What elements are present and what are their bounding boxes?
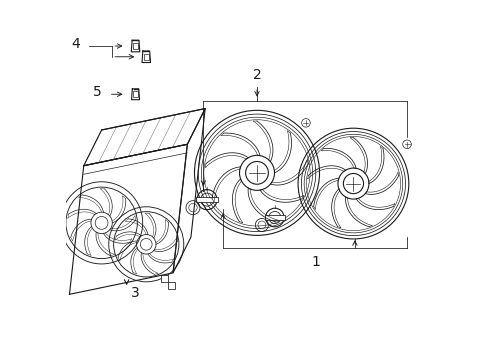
Bar	[196, 197, 218, 202]
Bar	[264, 215, 285, 220]
Text: 4: 4	[71, 37, 80, 51]
Bar	[143, 54, 148, 60]
Text: 5: 5	[93, 85, 102, 99]
Bar	[133, 43, 138, 49]
Bar	[133, 91, 138, 97]
Text: 2: 2	[252, 68, 261, 82]
Bar	[160, 275, 167, 282]
Text: 1: 1	[311, 255, 320, 269]
Text: 3: 3	[131, 285, 140, 300]
Bar	[167, 282, 175, 289]
